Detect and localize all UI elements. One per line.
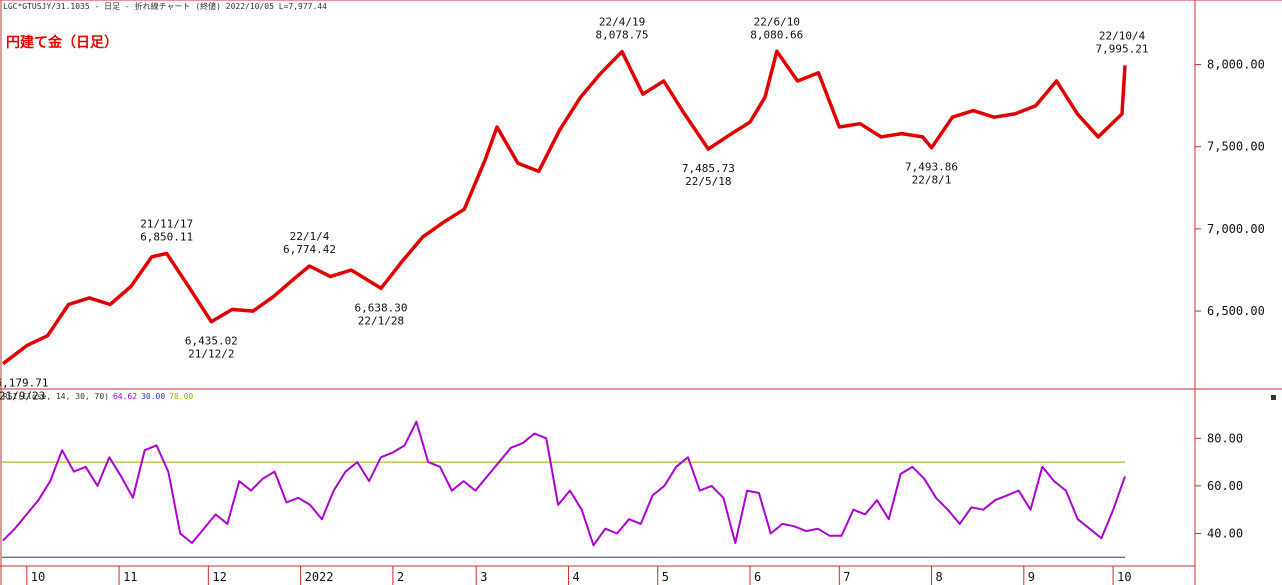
panel-close-icon[interactable] xyxy=(1271,395,1276,400)
price-series-line xyxy=(1,49,1127,366)
price-annotations: 6,179.7121/9/2321/11/176,850.116,435.022… xyxy=(0,15,1149,402)
annotation-date: 22/6/10 xyxy=(754,15,800,28)
rsi-y-axis: 40.00 60.00 80.00 xyxy=(1195,431,1243,540)
annotation-value: 6,435.02 xyxy=(185,335,238,348)
x-tick-label: 12 xyxy=(212,570,226,584)
rsi-label-text: RSI(Close, 14, 30, 70) xyxy=(3,392,109,401)
rsi-y-tick-label: 40.00 xyxy=(1207,526,1243,540)
price-y-tick-label: 7,500.00 xyxy=(1207,140,1265,154)
chart-title: 円建て金（日足） xyxy=(6,34,118,51)
x-axis: 10 11 12 2022 2 3 4 5 6 7 8 9 10 xyxy=(26,566,1132,585)
annotation-date: 22/1/28 xyxy=(358,314,404,327)
price-y-tick-label: 7,000.00 xyxy=(1207,222,1265,236)
annotation-date: 21/9/23 xyxy=(0,390,45,403)
rsi-value-1: 64.62 xyxy=(113,392,137,401)
annotation-date: 21/11/17 xyxy=(140,218,193,231)
rsi-value-3: 70.00 xyxy=(169,392,193,401)
annotation-date: 22/1/4 xyxy=(290,230,330,243)
annotation-value: 8,078.75 xyxy=(596,29,649,42)
x-tick-label: 6 xyxy=(754,570,761,584)
x-tick-label: 11 xyxy=(123,570,137,584)
annotation-date: 22/10/4 xyxy=(1099,29,1146,42)
x-tick-label: 9 xyxy=(1028,570,1035,584)
price-y-axis: 6,500.00 7,000.00 7,500.00 8,000.00 xyxy=(1195,58,1265,318)
annotation-date: 21/12/2 xyxy=(188,348,234,361)
x-tick-label: 5 xyxy=(662,570,669,584)
rsi-series-line xyxy=(2,420,1126,547)
x-tick-label: 7 xyxy=(843,570,850,584)
annotation-value: 6,774.42 xyxy=(283,243,336,256)
annotation-value: 6,638.30 xyxy=(354,301,407,314)
x-tick-label: 10 xyxy=(31,570,45,584)
price-y-tick-label: 8,000.00 xyxy=(1207,58,1265,72)
annotation-value: 7,995.21 xyxy=(1096,42,1149,55)
header-info: LGC*GTUSJY/31.1035 - 日足 - 折れ線チャート (終値) 2… xyxy=(3,1,327,11)
x-tick-label: 10 xyxy=(1117,570,1131,584)
x-tick-label: 2022 xyxy=(305,570,334,584)
annotation-value: 7,493.86 xyxy=(905,161,958,174)
x-tick-label: 4 xyxy=(572,570,579,584)
rsi-y-tick-label: 60.00 xyxy=(1207,479,1243,493)
rsi-y-tick-label: 80.00 xyxy=(1207,431,1243,445)
annotation-value: 8,080.66 xyxy=(750,28,803,41)
x-tick-label: 2 xyxy=(397,570,404,584)
annotation-value: 7,485.73 xyxy=(682,162,735,175)
annotation-date: 22/5/18 xyxy=(685,175,731,188)
price-y-tick-label: 6,500.00 xyxy=(1207,304,1265,318)
x-tick-label: 8 xyxy=(936,570,943,584)
annotation-date: 22/4/19 xyxy=(599,16,645,29)
x-tick-label: 3 xyxy=(480,570,487,584)
rsi-value-2: 30.00 xyxy=(141,392,165,401)
annotation-value: 6,179.71 xyxy=(0,377,48,390)
annotation-date: 22/8/1 xyxy=(912,174,952,187)
rsi-label: RSI(Close, 14, 30, 70) 64.62 30.00 70.00 xyxy=(3,392,193,401)
annotation-value: 6,850.11 xyxy=(140,231,193,244)
